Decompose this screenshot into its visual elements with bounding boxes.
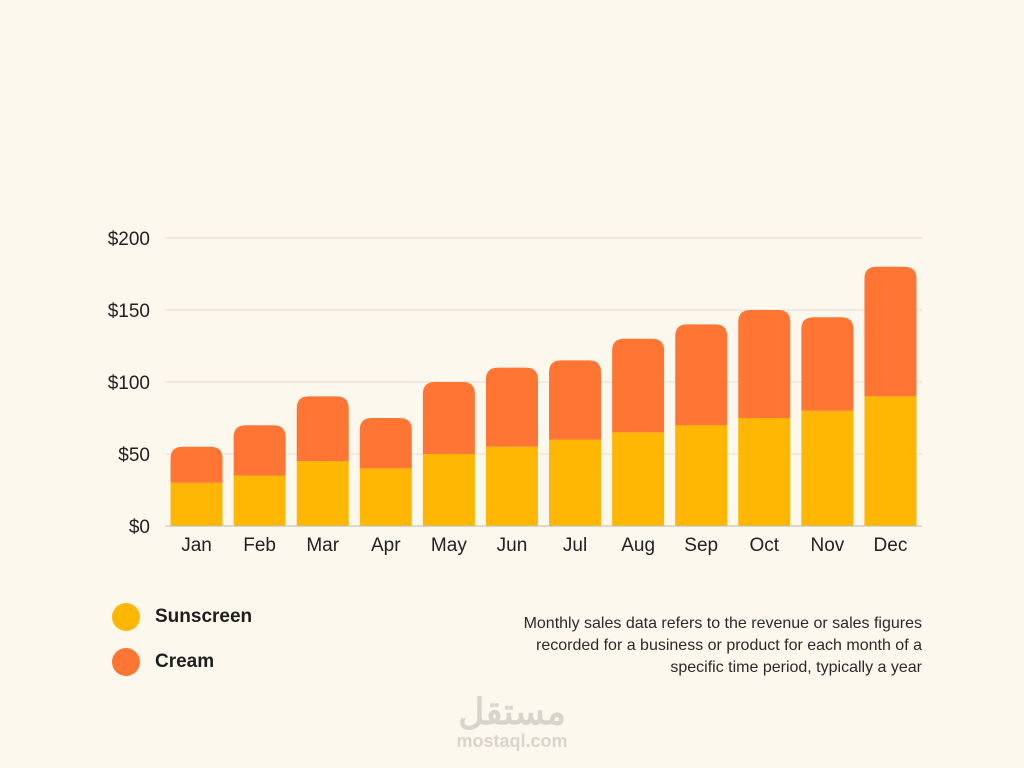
bar-segment-cream — [864, 266, 917, 397]
bar-segment-sunscreen — [170, 482, 223, 526]
watermark-url: mostaql.com — [456, 731, 568, 751]
x-tick-label: Aug — [621, 535, 655, 556]
legend-swatch-sunscreen — [112, 603, 140, 631]
bar-segment-sunscreen — [485, 446, 538, 526]
x-tick-label: Jun — [497, 535, 528, 556]
legend-item-sunscreen: Sunscreen — [112, 603, 252, 631]
x-tick-label: Sep — [684, 535, 718, 556]
bar-segment-cream — [738, 310, 791, 418]
bar-segment-cream — [675, 324, 728, 426]
watermark: مستقل mostaql.com — [0, 694, 1024, 752]
bar-segment-sunscreen — [864, 396, 917, 526]
watermark-logo: مستقل — [458, 691, 566, 732]
bar-segment-cream — [359, 418, 412, 469]
legend-label-cream: Cream — [155, 651, 215, 672]
x-tick-label: Jul — [563, 535, 587, 556]
x-tick-label: Apr — [371, 535, 401, 556]
bar-segment-sunscreen — [359, 468, 412, 526]
bar-segment-sunscreen — [233, 475, 286, 526]
x-tick-label: May — [431, 535, 467, 556]
legend-swatch-cream — [112, 648, 140, 676]
bar-segment-cream — [801, 317, 854, 411]
y-tick-label: $100 — [108, 373, 150, 394]
x-tick-label: Mar — [306, 535, 339, 556]
x-tick-label: Dec — [874, 535, 908, 556]
y-tick-label: $0 — [129, 517, 150, 538]
bar-segment-sunscreen — [738, 418, 791, 526]
y-tick-label: $200 — [108, 229, 150, 250]
bar-segment-cream — [422, 382, 475, 454]
x-tick-label: Nov — [810, 535, 844, 556]
y-tick-label: $150 — [108, 301, 150, 322]
bar-segment-sunscreen — [422, 454, 475, 526]
bar-segment-sunscreen — [296, 461, 349, 526]
bar-segment-cream — [170, 446, 223, 483]
bar-segment-sunscreen — [801, 410, 854, 526]
bar-segment-cream — [296, 396, 349, 462]
x-tick-label: Jan — [181, 535, 212, 556]
bar-segment-sunscreen — [549, 439, 602, 526]
legend-item-cream: Cream — [112, 648, 252, 676]
bar-segment-sunscreen — [612, 432, 665, 526]
bar-segment-cream — [485, 367, 538, 447]
chart-caption: Monthly sales data refers to the revenue… — [523, 615, 922, 676]
legend-label-sunscreen: Sunscreen — [155, 606, 253, 627]
y-tick-label: $50 — [118, 445, 150, 466]
x-tick-label: Oct — [750, 535, 780, 556]
x-tick-label: Feb — [243, 535, 276, 556]
bar-segment-cream — [549, 360, 602, 440]
legend: Sunscreen Cream — [112, 603, 252, 693]
bar-segment-sunscreen — [675, 425, 728, 526]
bar-segment-cream — [233, 425, 286, 476]
stacked-bar-chart: $0 $50 $100 $150 $200 Jan Feb Mar Apr May Jun Jul Au… — [108, 229, 922, 556]
bar-segment-cream — [612, 338, 665, 433]
